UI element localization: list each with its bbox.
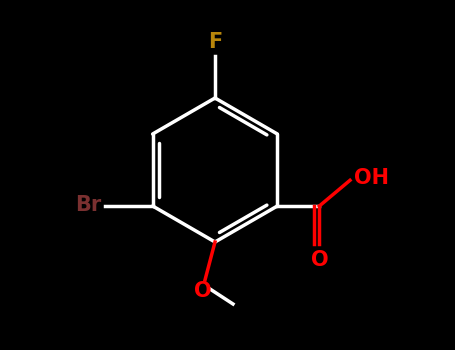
Text: F: F [208, 32, 222, 52]
Text: O: O [194, 281, 212, 301]
Text: OH: OH [354, 168, 389, 188]
Text: O: O [311, 250, 328, 270]
Text: Br: Br [76, 195, 101, 215]
